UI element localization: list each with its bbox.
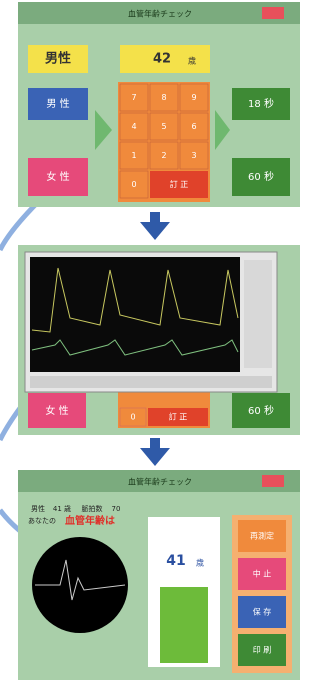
info-age: 41 歳	[53, 504, 71, 513]
status-bar	[30, 376, 272, 388]
pulse: 70	[112, 505, 121, 513]
female-label: 女 性	[46, 170, 69, 183]
result-label: 血管年齢は	[65, 514, 115, 527]
key-label: 0	[131, 180, 136, 189]
screen-3: 血管年齢チェック 男性 41 歳 脈拍数 70 あなたの 血管年齢は 41 歳 …	[18, 470, 300, 680]
result-unit: 歳	[196, 558, 204, 568]
result-prefix: あなたの	[28, 517, 56, 525]
screen-1: 血管年齢チェック 男性 42 歳 男 性 女 性 7 8 9 4 5 6 1 2 3 0 訂 正 1…	[18, 2, 300, 207]
male-label: 男 性	[46, 97, 69, 110]
key-label: 1	[131, 151, 136, 160]
action-label: 中 止	[253, 569, 272, 579]
action-label: 再測定	[250, 531, 274, 541]
result-age: 41	[166, 553, 185, 569]
connector	[0, 200, 40, 250]
pulse-label: 脈拍数	[82, 504, 103, 513]
clear-label: 訂 正	[170, 179, 189, 189]
title: 血管年齢チェック	[128, 9, 192, 19]
time-long: 60 秒	[248, 404, 274, 417]
key-label: 6	[191, 122, 196, 131]
key-label: 8	[161, 93, 166, 102]
info-sex: 男性	[31, 504, 45, 513]
age-unit: 歳	[188, 56, 196, 66]
key-label: 3	[191, 151, 196, 160]
flow: 血管年齢チェック 男性 42 歳 男 性 女 性 7 8 9 4 5 6 1 2 3 0 訂 正 1…	[0, 0, 305, 683]
sex-text: 男性	[45, 51, 71, 67]
down-arrow	[150, 438, 160, 450]
result-bar	[160, 587, 208, 663]
key-label: 4	[131, 122, 136, 131]
time-long: 60 秒	[248, 170, 274, 183]
waveform	[30, 257, 240, 372]
close-button[interactable]	[262, 475, 284, 487]
close-button[interactable]	[262, 7, 284, 19]
title: 血管年齢チェック	[128, 477, 192, 487]
key-label: 2	[161, 151, 166, 160]
key-label: 0	[130, 413, 135, 422]
clear-label: 訂 正	[169, 412, 188, 422]
key-label: 9	[191, 93, 196, 102]
down-arrow	[150, 212, 160, 224]
female-label: 女 性	[45, 404, 68, 417]
screen-2: 女 性 0 訂 正 60 秒	[18, 245, 300, 435]
side-panel	[244, 260, 272, 368]
down-arrow	[140, 448, 170, 466]
down-arrow	[140, 222, 170, 240]
action-label: 印 刷	[253, 646, 272, 655]
key-label: 5	[161, 122, 166, 131]
age: 42	[153, 52, 171, 67]
time-short: 18 秒	[248, 97, 274, 110]
key-label: 7	[131, 93, 136, 102]
action-label: 保 存	[253, 607, 272, 617]
